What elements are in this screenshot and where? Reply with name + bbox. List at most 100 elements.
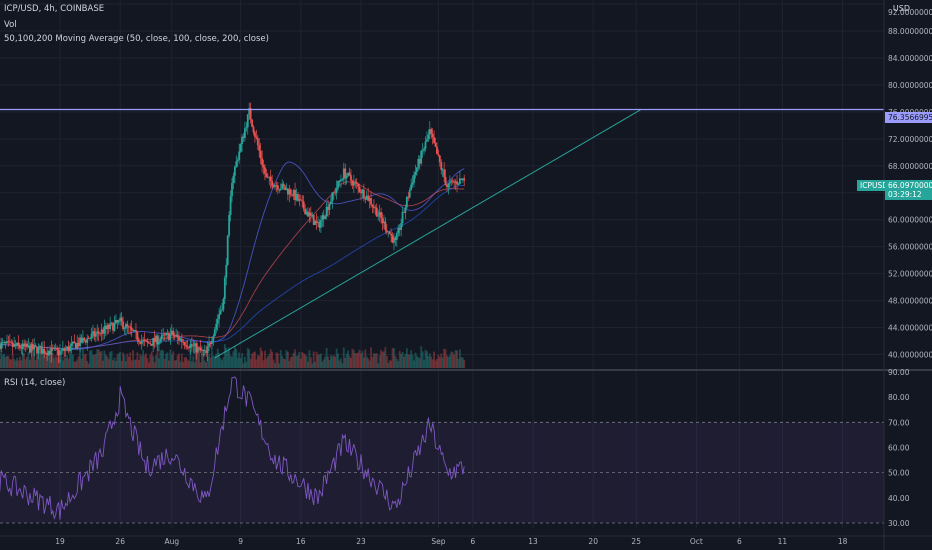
- volume-bar: [225, 347, 228, 368]
- volume-bar: [73, 361, 76, 368]
- candle: [216, 319, 219, 324]
- candle: [199, 347, 202, 351]
- volume-bar: [132, 350, 134, 368]
- candle: [11, 342, 14, 347]
- volume-bar: [223, 344, 226, 368]
- candle: [405, 196, 408, 208]
- volume-bar: [172, 351, 175, 368]
- candle: [159, 339, 162, 342]
- candle: [395, 233, 398, 240]
- volume-bar: [203, 360, 206, 368]
- volume-bar: [457, 358, 460, 368]
- candle: [269, 176, 272, 182]
- volume-bar: [4, 356, 7, 368]
- candle: [53, 348, 56, 349]
- candle: [258, 145, 261, 151]
- volume-bar: [77, 356, 80, 368]
- candle: [398, 228, 401, 230]
- candle: [321, 215, 324, 221]
- volume-bar: [92, 354, 94, 368]
- candle: [64, 349, 67, 351]
- volume-bar: [324, 356, 327, 368]
- volume-bar: [314, 361, 317, 368]
- candle: [457, 184, 460, 185]
- candle: [129, 326, 132, 328]
- volume-bar: [120, 360, 123, 368]
- volume-bar: [163, 359, 166, 368]
- volume-bar: [135, 359, 137, 368]
- volume-bar: [272, 359, 275, 368]
- volume-bar: [236, 357, 239, 368]
- candle: [400, 223, 403, 230]
- volume-bar: [332, 355, 335, 368]
- candle: [294, 190, 296, 201]
- volume-bar: [232, 351, 235, 368]
- volume-bar: [107, 359, 110, 368]
- time-tick-11: 11: [778, 537, 788, 546]
- volume-bar: [21, 352, 24, 368]
- volume-bar: [308, 350, 311, 368]
- volume-bar: [347, 350, 349, 368]
- volume-bar: [79, 349, 81, 368]
- symbol-title[interactable]: ICP/USD, 4h, COINBASE: [4, 4, 105, 14]
- candle: [387, 231, 390, 233]
- candle: [241, 136, 243, 145]
- volume-bar: [30, 358, 33, 368]
- trendline[interactable]: [214, 109, 641, 359]
- volume-bar: [327, 356, 329, 368]
- candle: [190, 344, 193, 347]
- volume-bar: [18, 356, 21, 368]
- volume-bar: [201, 354, 203, 368]
- candle: [342, 168, 345, 180]
- volume-bar: [218, 352, 220, 368]
- volume-bar: [49, 361, 51, 368]
- volume-bar: [437, 355, 440, 368]
- candle: [195, 343, 198, 353]
- candle: [37, 347, 40, 354]
- volume-bar: [61, 360, 64, 368]
- volume-bar: [370, 347, 372, 368]
- candle: [172, 330, 175, 336]
- candle: [352, 181, 355, 186]
- candle: [228, 215, 231, 236]
- rsi-legend[interactable]: RSI (14, close): [4, 378, 66, 388]
- candle: [29, 345, 31, 353]
- candle: [384, 221, 387, 231]
- candle: [231, 183, 233, 197]
- volume-bar: [255, 359, 258, 368]
- vol-legend[interactable]: Vol: [4, 20, 17, 30]
- candle: [456, 181, 458, 185]
- candle: [180, 338, 183, 342]
- candle: [282, 183, 285, 187]
- volume-bar: [401, 352, 404, 368]
- volume-bar: [345, 353, 348, 368]
- volume-bar: [99, 351, 102, 368]
- volume-bar: [447, 356, 450, 368]
- volume-bar: [175, 360, 177, 368]
- volume-bar: [143, 355, 146, 368]
- volume-bar: [0, 358, 1, 368]
- candle: [436, 146, 438, 155]
- ma-legend[interactable]: 50,100,200 Moving Average (50, close, 10…: [4, 34, 269, 44]
- candle: [340, 179, 342, 182]
- candle: [377, 215, 380, 217]
- volume-bar: [87, 363, 90, 368]
- candle: [438, 155, 441, 163]
- candle: [305, 211, 308, 215]
- candle: [193, 343, 196, 346]
- volume-bar: [162, 350, 165, 368]
- candle: [175, 334, 177, 336]
- volume-bar: [281, 355, 284, 368]
- volume-bar: [64, 358, 67, 368]
- candle: [354, 181, 357, 183]
- volume-bar: [448, 355, 451, 368]
- volume-bar: [126, 353, 129, 368]
- volume-bar: [142, 350, 145, 368]
- volume-bar: [288, 360, 291, 368]
- candle: [170, 330, 173, 335]
- candle: [347, 172, 349, 177]
- candle: [162, 334, 165, 336]
- volume-bar: [354, 353, 357, 368]
- candle: [309, 212, 312, 216]
